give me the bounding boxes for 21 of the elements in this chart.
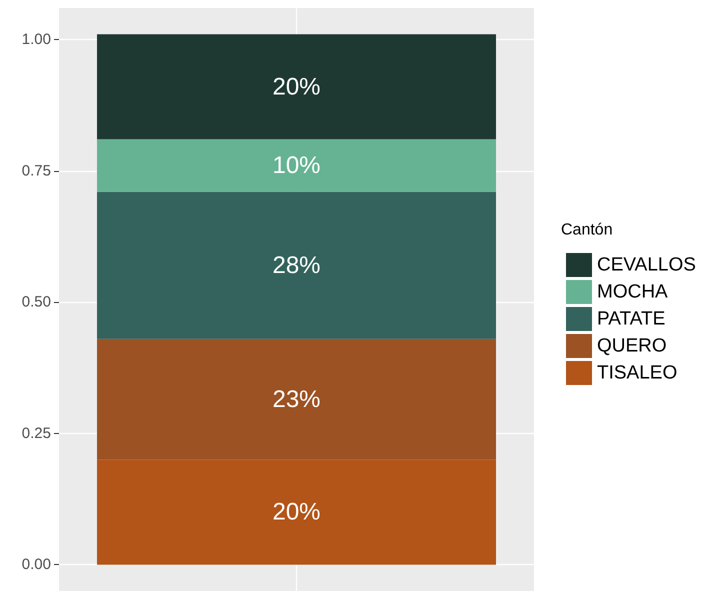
y-tick-label: 0.00 — [22, 556, 51, 574]
legend-label: QUERO — [597, 336, 667, 356]
legend-label: MOCHA — [597, 282, 668, 302]
y-tick-label: 1.00 — [22, 31, 51, 48]
y-tick-label: 0.75 — [22, 162, 51, 180]
data-label: 28% — [272, 252, 321, 279]
data-label: 10% — [272, 152, 321, 180]
y-tick-label: 0.50 — [22, 294, 51, 311]
legend-title: Cantón — [561, 222, 613, 238]
bar — [97, 192, 496, 339]
y-tick-label: 0.25 — [22, 424, 51, 442]
legend-label: TISALEO — [597, 362, 678, 384]
data-label: 20% — [272, 498, 321, 526]
data-label: 23% — [272, 386, 321, 413]
bar — [97, 460, 496, 565]
bar — [97, 338, 496, 460]
data-label: 20% — [272, 73, 321, 100]
bar — [97, 34, 496, 140]
legend-label: CEVALLOS — [597, 254, 696, 276]
bar — [97, 139, 496, 192]
legend-label: PATATE — [597, 308, 666, 330]
